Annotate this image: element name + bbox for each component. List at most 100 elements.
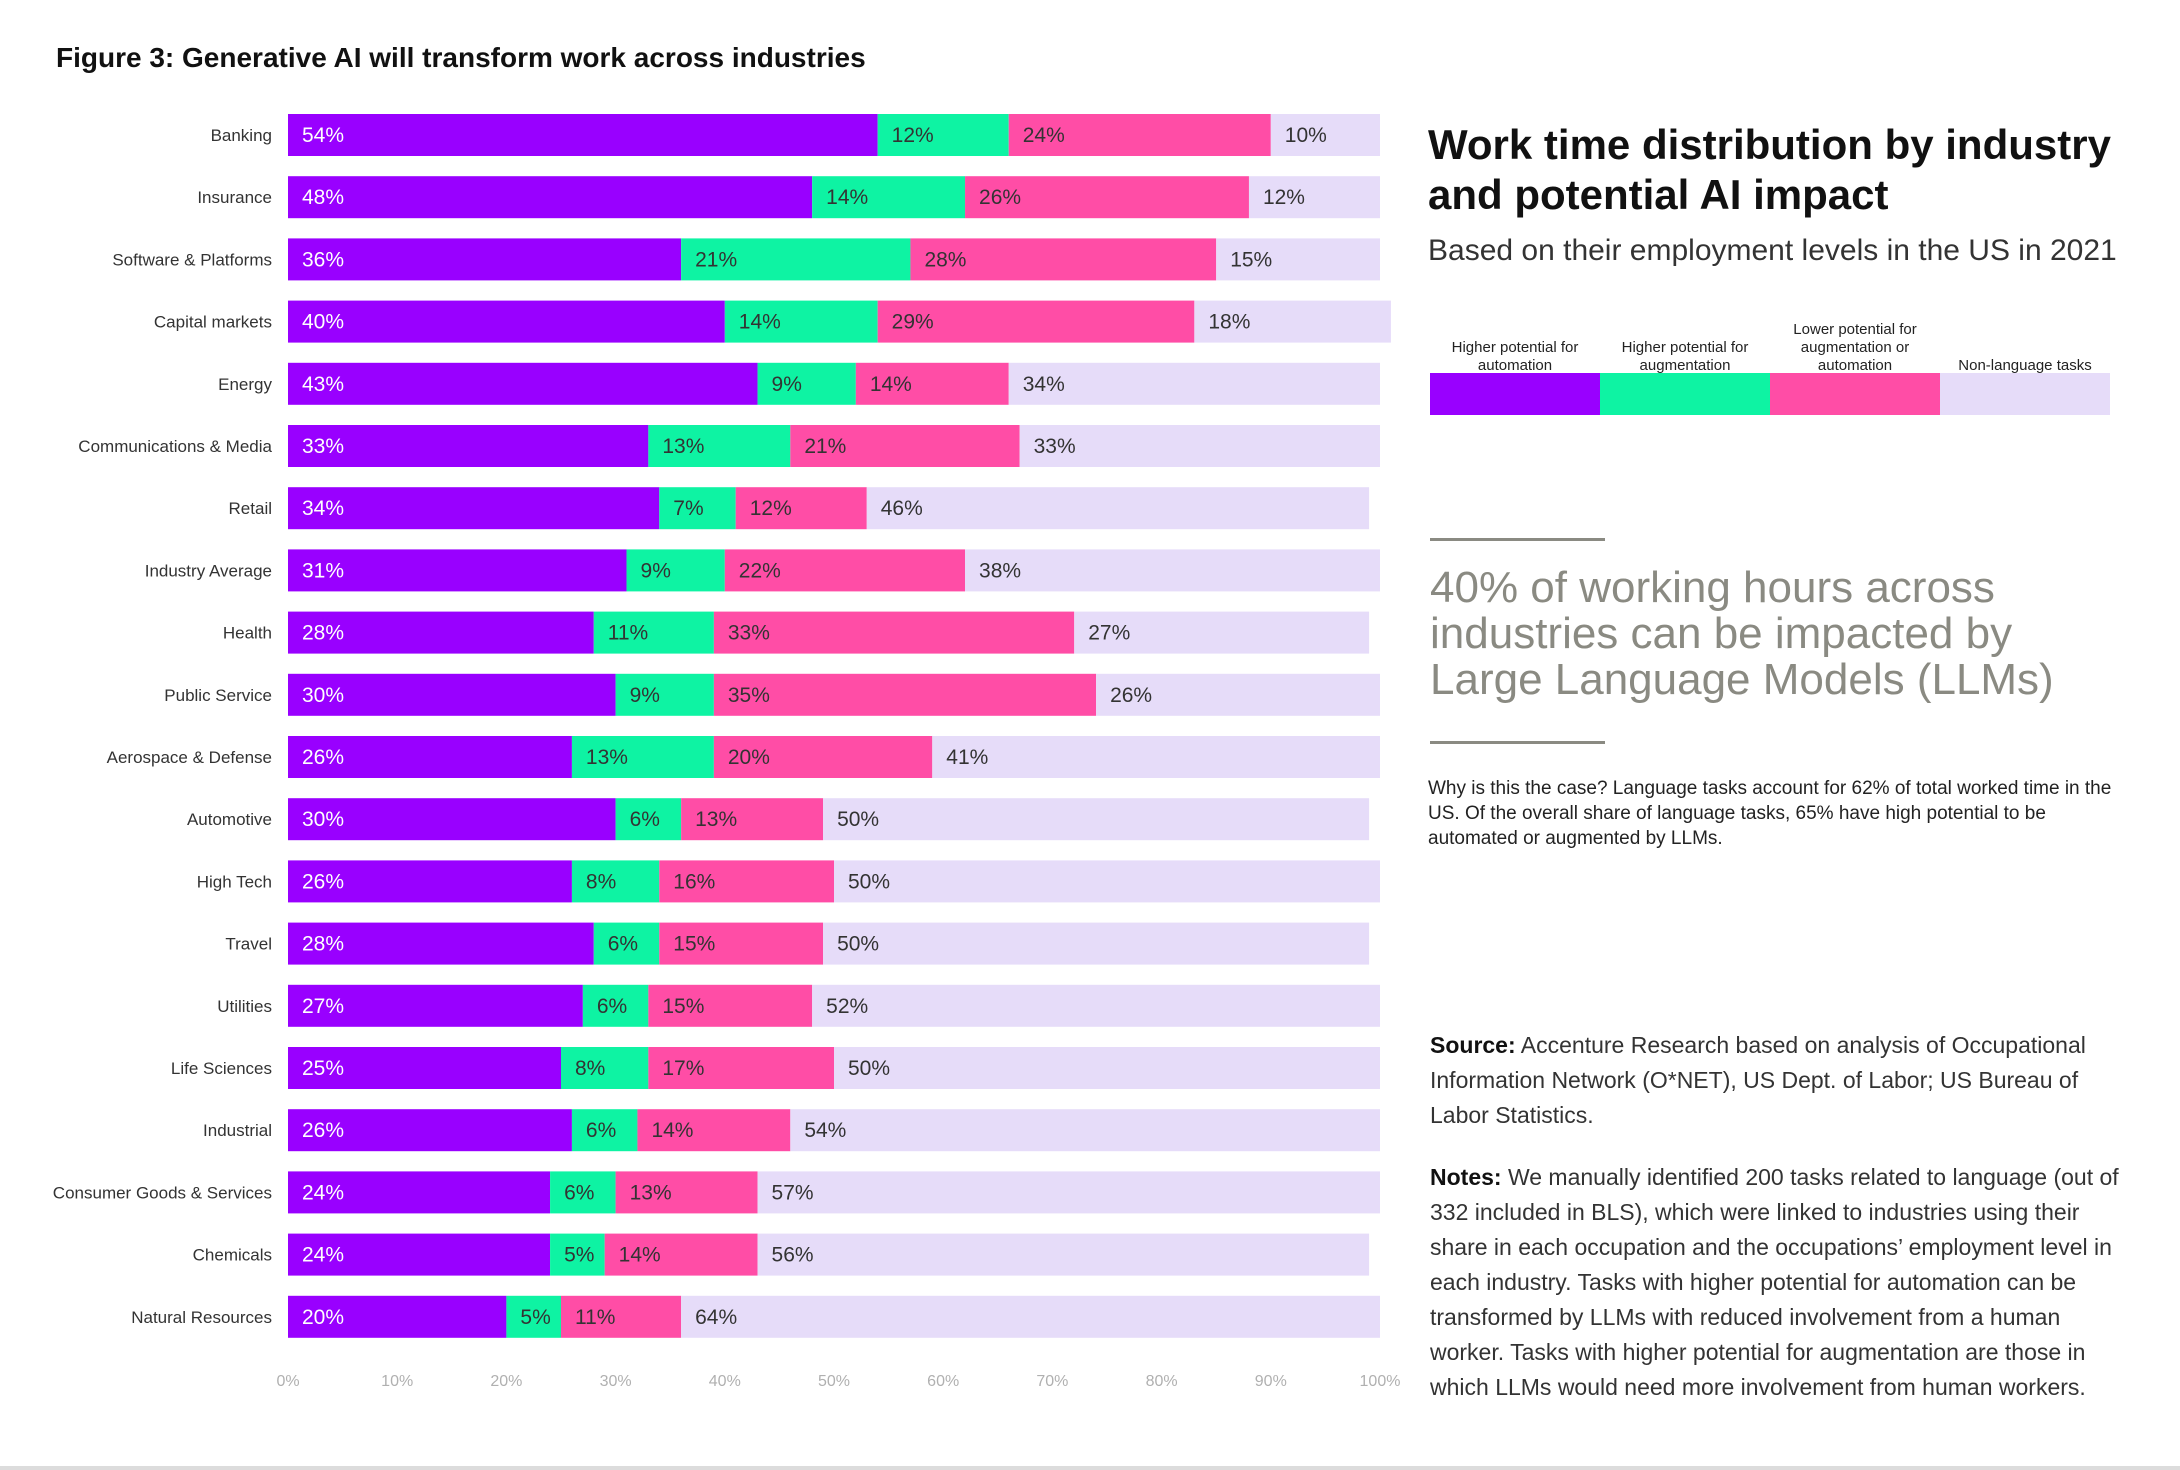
bar-augmentation-banking: [877, 114, 1009, 156]
bar-lower-potential-retail: [735, 487, 867, 530]
bar-lower-potential-capital-markets: [877, 300, 1195, 343]
data-label-automation-travel: 28%: [302, 933, 344, 956]
bar-automation-software-platforms: [288, 238, 682, 281]
bar-non-language-energy: [1008, 362, 1380, 405]
x-tick-label: 20%: [490, 1373, 522, 1390]
bar-augmentation-software-platforms: [681, 238, 911, 281]
data-label-non-language-aerospace-defense: 41%: [946, 746, 988, 769]
legend-swatch-augmentation: [1600, 373, 1770, 415]
data-label-automation-communications-media: 33%: [302, 435, 344, 458]
data-label-augmentation-software-platforms: 21%: [695, 248, 737, 271]
bar-non-language-health: [1074, 611, 1370, 654]
panel-title: Work time distribution by industry and p…: [1428, 121, 2111, 218]
category-label-industrial: Industrial: [203, 1121, 272, 1140]
x-tick-label: 40%: [709, 1373, 741, 1390]
data-label-non-language-software-platforms: 15%: [1230, 248, 1272, 271]
data-label-lower-potential-industrial: 14%: [651, 1119, 693, 1142]
bar-automation-utilities: [288, 984, 583, 1027]
bar-augmentation-industry-average: [626, 549, 725, 592]
data-label-lower-potential-retail: 12%: [750, 497, 792, 520]
data-label-lower-potential-capital-markets: 29%: [892, 311, 934, 334]
category-label-communications-media: Communications & Media: [78, 437, 272, 456]
data-label-non-language-chemicals: 56%: [772, 1244, 814, 1267]
bar-augmentation-industrial: [571, 1109, 638, 1152]
notes-label: Notes:: [1430, 1164, 1502, 1190]
data-label-non-language-communications-media: 33%: [1034, 435, 1076, 458]
data-label-lower-potential-health: 33%: [728, 622, 770, 645]
bar-non-language-life-sciences: [834, 1047, 1380, 1089]
data-label-augmentation-high-tech: 8%: [586, 870, 616, 893]
data-label-augmentation-aerospace-defense: 13%: [586, 746, 628, 769]
divider-top: [1430, 538, 1605, 541]
data-label-lower-potential-consumer-goods-services: 13%: [630, 1181, 672, 1204]
x-tick-label: 100%: [1360, 1373, 1401, 1390]
category-label-automotive: Automotive: [187, 810, 272, 829]
legend-label-automation: Higher potential for automation: [1451, 339, 1579, 374]
data-label-non-language-capital-markets: 18%: [1208, 311, 1250, 334]
data-label-non-language-retail: 46%: [881, 497, 923, 520]
x-tick-label: 60%: [927, 1373, 959, 1390]
data-label-non-language-life-sciences: 50%: [848, 1057, 890, 1080]
bar-lower-potential-life-sciences: [648, 1047, 834, 1089]
data-label-augmentation-consumer-goods-services: 6%: [564, 1181, 594, 1204]
bar-augmentation-retail: [659, 487, 736, 530]
data-label-non-language-consumer-goods-services: 57%: [772, 1181, 814, 1204]
notes-block: Notes: We manually identified 200 tasks …: [1430, 1160, 2120, 1405]
category-label-retail: Retail: [229, 499, 272, 518]
data-label-automation-life-sciences: 25%: [302, 1057, 344, 1080]
data-label-augmentation-industrial: 6%: [586, 1119, 616, 1142]
data-label-lower-potential-public-service: 35%: [728, 684, 770, 707]
data-label-lower-potential-insurance: 26%: [979, 186, 1021, 209]
data-label-augmentation-chemicals: 5%: [564, 1244, 594, 1267]
bar-automation-aerospace-defense: [288, 736, 572, 778]
data-label-non-language-industry-average: 38%: [979, 559, 1021, 582]
footer-divider: [0, 1466, 2180, 1470]
legend-item-automation: Higher potential for automation: [1430, 310, 1600, 415]
category-label-software-platforms: Software & Platforms: [112, 250, 272, 269]
legend-item-lower-potential: Lower potential for augmentation or auto…: [1770, 310, 1940, 415]
bar-lower-potential-health: [713, 611, 1075, 654]
bar-lower-potential-utilities: [648, 984, 813, 1027]
data-label-automation-insurance: 48%: [302, 186, 344, 209]
bar-automation-retail: [288, 487, 660, 530]
data-label-non-language-utilities: 52%: [826, 995, 868, 1018]
x-tick-label: 80%: [1146, 1373, 1178, 1390]
data-label-automation-industrial: 26%: [302, 1119, 344, 1142]
bar-lower-potential-consumer-goods-services: [615, 1171, 758, 1214]
data-label-augmentation-natural-resources: 5%: [520, 1306, 550, 1329]
data-label-automation-retail: 34%: [302, 497, 344, 520]
bar-automation-energy: [288, 362, 758, 405]
data-label-non-language-automotive: 50%: [837, 808, 879, 831]
bar-automation-health: [288, 611, 594, 654]
data-label-automation-automotive: 30%: [302, 808, 344, 831]
data-label-lower-potential-industry-average: 22%: [739, 559, 781, 582]
data-label-lower-potential-software-platforms: 28%: [924, 248, 966, 271]
data-label-automation-natural-resources: 20%: [302, 1306, 344, 1329]
bar-automation-travel: [288, 922, 594, 965]
bar-automation-chemicals: [288, 1233, 551, 1276]
figure-title-text: Generative AI will transform work across…: [182, 42, 866, 73]
legend-item-non-language: Non-language tasks: [1940, 310, 2110, 415]
bar-non-language-banking: [1270, 114, 1380, 156]
data-label-automation-health: 28%: [302, 622, 344, 645]
bar-augmentation-travel: [593, 922, 660, 965]
bar-automation-consumer-goods-services: [288, 1171, 551, 1214]
legend-label-augmentation: Higher potential for augmentation: [1621, 339, 1749, 374]
chart-legend: Higher potential for automation Higher po…: [1430, 310, 2110, 420]
bar-lower-potential-banking: [1008, 114, 1271, 156]
data-label-non-language-public-service: 26%: [1110, 684, 1152, 707]
figure-title: Figure 3: Generative AI will transform w…: [56, 42, 866, 74]
x-tick-label: 70%: [1036, 1373, 1068, 1390]
bar-augmentation-high-tech: [571, 860, 660, 903]
panel-subtitle: Based on their employment levels in the …: [1428, 234, 2117, 267]
bar-augmentation-aerospace-defense: [571, 736, 714, 778]
data-label-augmentation-industry-average: 9%: [641, 559, 671, 582]
data-label-non-language-industrial: 54%: [804, 1119, 846, 1142]
data-label-automation-public-service: 30%: [302, 684, 344, 707]
data-label-automation-aerospace-defense: 26%: [302, 746, 344, 769]
bar-augmentation-automotive: [615, 798, 682, 841]
category-label-industry-average: Industry Average: [145, 561, 272, 580]
bar-augmentation-insurance: [812, 176, 966, 219]
data-label-augmentation-communications-media: 13%: [662, 435, 704, 458]
data-label-augmentation-insurance: 14%: [826, 186, 868, 209]
